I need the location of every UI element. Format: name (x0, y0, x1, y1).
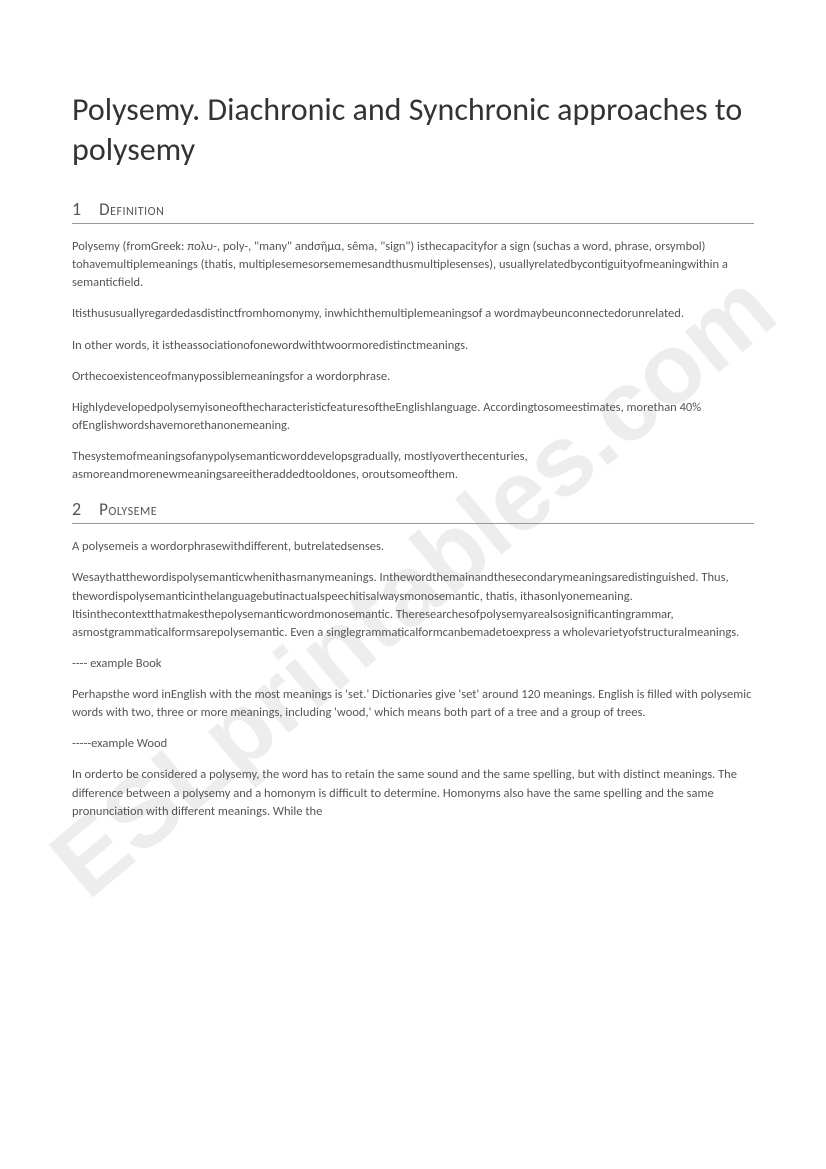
paragraph: Perhapsthe word inEnglish with the most … (72, 686, 754, 722)
paragraph: A polysemeis a wordorphrasewithdifferent… (72, 538, 754, 556)
section-number: 2 (72, 498, 81, 520)
section-header-definition: 1 Definition (72, 198, 754, 224)
section-title: Polyseme (99, 499, 157, 520)
paragraph: Highlydevelopedpolysemyisoneofthecharact… (72, 399, 754, 435)
paragraph: Wesaythatthewordispolysemanticwhenithasm… (72, 569, 754, 642)
paragraph: Polysemy (fromGreek: πολυ-, poly-, "many… (72, 238, 754, 292)
section-title: Definition (99, 199, 164, 220)
paragraph: ---- example Book (72, 655, 754, 673)
section-header-polyseme: 2 Polyseme (72, 498, 754, 524)
paragraph: In other words, it istheassociationofone… (72, 337, 754, 355)
paragraph: -----example Wood (72, 735, 754, 753)
paragraph: In orderto be considered a polysemy, the… (72, 766, 754, 820)
document-page: Polysemy. Diachronic and Synchronic appr… (0, 0, 826, 874)
paragraph: Orthecoexistenceofmanypossiblemeaningsfo… (72, 368, 754, 386)
paragraph: Itisthususuallyregardedasdistinctfromhom… (72, 305, 754, 323)
page-title: Polysemy. Diachronic and Synchronic appr… (72, 90, 754, 170)
section-number: 1 (72, 198, 81, 220)
paragraph: Thesystemofmeaningsofanypolysemanticword… (72, 448, 754, 484)
